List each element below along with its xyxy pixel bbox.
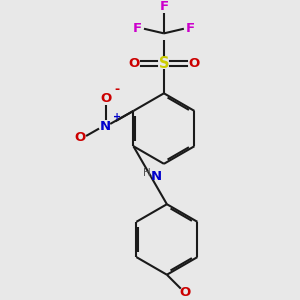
Text: O: O [179,286,190,299]
Text: -: - [114,83,119,96]
Text: N: N [100,120,111,133]
Text: S: S [159,56,169,71]
Text: F: F [159,0,169,14]
Text: N: N [151,170,162,183]
Text: F: F [133,22,142,35]
Text: O: O [129,57,140,70]
Text: O: O [74,131,85,144]
Text: +: + [112,112,121,122]
Text: O: O [100,92,111,105]
Text: O: O [188,57,199,70]
Text: F: F [186,22,195,35]
Text: H: H [143,168,151,178]
